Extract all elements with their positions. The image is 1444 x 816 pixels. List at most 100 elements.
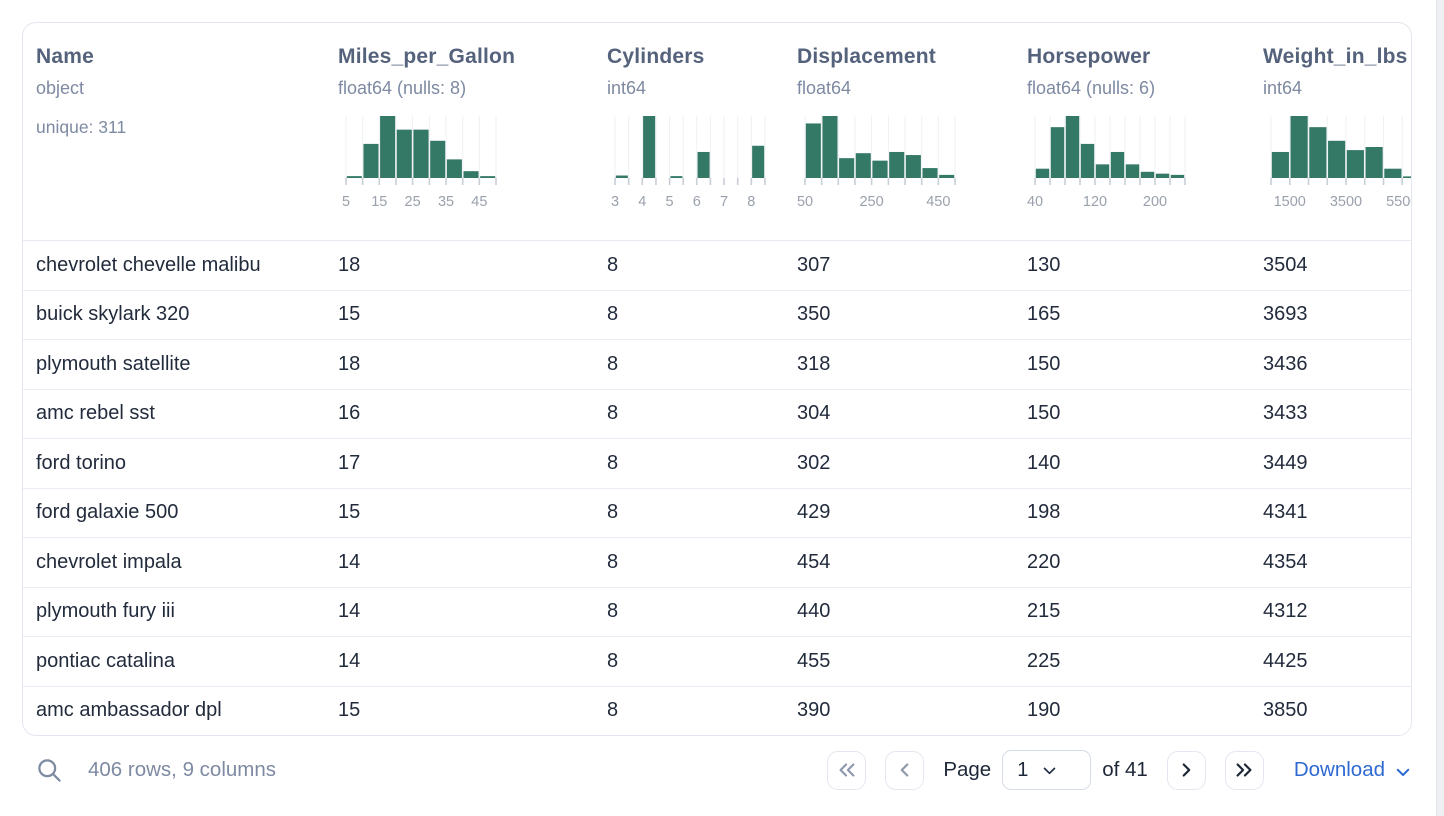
table-row: ford galaxie 500 15 8 429 198 4341 xyxy=(23,489,1411,538)
cell-name: chevrolet impala xyxy=(36,550,182,573)
column-header-name: Name object unique: 311 xyxy=(23,23,338,240)
cell-value: 8 xyxy=(607,550,619,573)
cell-value: 165 xyxy=(1027,303,1061,326)
svg-text:6: 6 xyxy=(693,194,701,210)
cell-value: 3449 xyxy=(1263,451,1308,474)
cell-value: 4341 xyxy=(1263,501,1308,524)
table-row: chevrolet chevelle malibu 18 8 307 130 3504 xyxy=(23,241,1411,291)
cell-name: ford torino xyxy=(36,451,127,474)
cell-value: 15 xyxy=(338,699,361,722)
chevron-right-icon xyxy=(1182,763,1191,777)
column-dtype: float64 (nulls: 8) xyxy=(338,78,467,98)
table-row: pontiac catalina 14 8 455 225 4425 xyxy=(23,637,1411,687)
table-row: plymouth fury iii 14 8 440 215 4312 xyxy=(23,588,1411,637)
last-page-button[interactable] xyxy=(1224,750,1264,790)
cell-value: 215 xyxy=(1027,600,1061,623)
cell-value: 8 xyxy=(607,352,619,375)
right-edge-panel xyxy=(1436,0,1444,816)
cell-value: 225 xyxy=(1027,649,1061,672)
cell-value: 130 xyxy=(1027,253,1061,276)
column-title[interactable]: Displacement xyxy=(797,45,936,68)
cell-value: 455 xyxy=(797,649,831,672)
column-header-displacement: Displacement float64 50 250 450 xyxy=(797,23,1027,240)
prev-page-button[interactable] xyxy=(885,750,925,790)
page-label: Page xyxy=(943,758,992,781)
cell-value: 307 xyxy=(797,253,831,276)
svg-text:8: 8 xyxy=(747,194,755,210)
column-title[interactable]: Miles_per_Gallon xyxy=(338,45,516,68)
rows-summary: 406 rows, 9 columns xyxy=(88,758,277,781)
cell-value: 8 xyxy=(607,501,619,524)
search-button[interactable] xyxy=(34,755,64,785)
column-histogram[interactable]: 50 250 450 xyxy=(797,114,956,210)
svg-text:120: 120 xyxy=(1083,194,1107,210)
cell-value: 8 xyxy=(607,699,619,722)
svg-text:5: 5 xyxy=(666,194,674,210)
cell-value: 14 xyxy=(338,649,361,672)
cell-name: plymouth satellite xyxy=(36,352,191,375)
table-row: ford torino 17 8 302 140 3449 xyxy=(23,439,1411,489)
svg-text:25: 25 xyxy=(405,194,421,210)
cell-name: plymouth fury iii xyxy=(36,600,175,623)
column-histogram[interactable]: 5 15 25 35 45 xyxy=(342,114,497,210)
cell-value: 440 xyxy=(797,600,831,623)
cell-value: 15 xyxy=(338,501,361,524)
column-title[interactable]: Weight_in_lbs xyxy=(1263,45,1408,68)
first-page-button[interactable] xyxy=(827,750,867,790)
cell-value: 14 xyxy=(338,550,361,573)
column-header-horsepower: Horsepower float64 (nulls: 6) 40 120 200 xyxy=(1027,23,1263,240)
cell-value: 3436 xyxy=(1263,352,1308,375)
search-icon xyxy=(37,758,61,782)
svg-text:250: 250 xyxy=(859,194,883,210)
chevron-left-icon xyxy=(900,763,909,777)
svg-text:5: 5 xyxy=(342,194,350,210)
cell-value: 150 xyxy=(1027,402,1061,425)
svg-text:7: 7 xyxy=(720,194,728,210)
cell-value: 8 xyxy=(607,600,619,623)
svg-text:35: 35 xyxy=(438,194,454,210)
column-histogram[interactable]: 1500 3500 5500 xyxy=(1270,114,1412,210)
chevrons-left-icon xyxy=(839,763,855,777)
column-title[interactable]: Name xyxy=(36,45,94,68)
svg-text:3500: 3500 xyxy=(1330,194,1362,210)
cell-name: buick skylark 320 xyxy=(36,303,190,326)
cell-value: 8 xyxy=(607,402,619,425)
column-title[interactable]: Horsepower xyxy=(1027,45,1151,68)
column-dtype: int64 xyxy=(607,78,647,98)
column-header-weight-in-lbs: Weight_in_lbs int64 1500 3500 5500 xyxy=(1263,23,1411,240)
column-histogram[interactable]: 40 120 200 xyxy=(1027,114,1186,210)
cell-value: 350 xyxy=(797,303,831,326)
table-body: chevrolet chevelle malibu 18 8 307 130 3504 bu… xyxy=(23,241,1411,735)
cell-value: 190 xyxy=(1027,699,1061,722)
download-button[interactable]: Download xyxy=(1294,758,1412,782)
table-footer: 406 rows, 9 columns Page 1 of 41 xyxy=(22,741,1412,799)
column-title[interactable]: Cylinders xyxy=(607,45,705,68)
cell-name: amc ambassador dpl xyxy=(36,699,222,722)
cell-value: 3850 xyxy=(1263,699,1308,722)
next-page-button[interactable] xyxy=(1166,750,1206,790)
cell-value: 454 xyxy=(797,550,831,573)
page-select[interactable]: 1 xyxy=(1002,750,1092,790)
svg-text:5500: 5500 xyxy=(1386,194,1412,210)
svg-text:50: 50 xyxy=(797,194,813,210)
column-unique-count: unique: 311 xyxy=(36,117,127,137)
table-row: plymouth satellite 18 8 318 150 3436 xyxy=(23,340,1411,390)
cell-value: 390 xyxy=(797,699,831,722)
cell-value: 17 xyxy=(338,451,361,474)
cell-value: 3433 xyxy=(1263,402,1308,425)
cell-name: amc rebel sst xyxy=(36,402,155,425)
cell-value: 318 xyxy=(797,352,831,375)
page-select-value: 1 xyxy=(1017,758,1029,781)
column-histogram[interactable]: 3 4 5 6 7 8 xyxy=(611,114,766,210)
cell-value: 150 xyxy=(1027,352,1061,375)
page-count-label: of 41 xyxy=(1102,758,1148,781)
download-label: Download xyxy=(1293,758,1385,781)
cell-value: 3504 xyxy=(1263,253,1308,276)
cell-value: 16 xyxy=(338,402,361,425)
cell-value: 8 xyxy=(607,451,619,474)
cell-value: 4425 xyxy=(1263,649,1308,672)
cell-value: 140 xyxy=(1027,451,1061,474)
cell-name: ford galaxie 500 xyxy=(36,501,179,524)
